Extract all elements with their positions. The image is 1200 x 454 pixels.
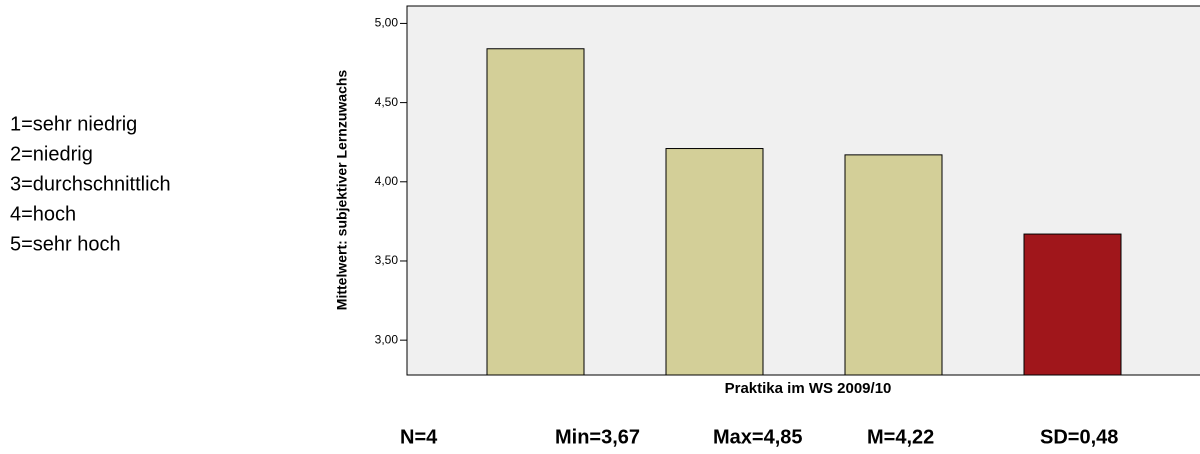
- scale-legend-item: 4=hoch: [10, 203, 76, 225]
- statistic: SD=0,48: [1040, 426, 1118, 448]
- y-tick-label: 4,50: [375, 95, 399, 109]
- bar: [665, 148, 764, 376]
- y-tick-label: 3,00: [375, 332, 399, 346]
- scale-legend-item: 2=niedrig: [10, 143, 93, 165]
- y-tick-label: 4,00: [375, 174, 399, 188]
- statistic: N=4: [400, 426, 438, 448]
- x-axis-label: Praktika im WS 2009/10: [725, 380, 892, 397]
- scale-legend-item: 5=sehr hoch: [10, 233, 121, 255]
- statistic: Min=3,67: [555, 426, 640, 448]
- bar: [1023, 233, 1122, 376]
- scale-legend-item: 3=durchschnittlich: [10, 173, 171, 195]
- y-tick-label: 3,50: [375, 253, 399, 267]
- scale-legend-item: 1=sehr niedrig: [10, 113, 137, 135]
- y-tick-label: 5,00: [375, 16, 399, 30]
- y-axis-label: Mittelwert: subjektiver Lernzuwachs: [334, 70, 350, 311]
- bar: [486, 48, 585, 376]
- statistic: M=4,22: [867, 426, 934, 448]
- statistic: Max=4,85: [713, 426, 803, 448]
- bar: [844, 154, 943, 376]
